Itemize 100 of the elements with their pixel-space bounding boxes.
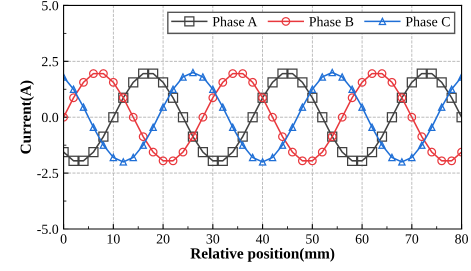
y-tick-label: -2.5 <box>37 168 58 178</box>
point <box>108 78 118 87</box>
point <box>208 93 218 102</box>
x-tick-label: 10 <box>108 234 120 244</box>
point <box>406 77 417 88</box>
point <box>278 141 286 149</box>
point <box>100 141 108 149</box>
point <box>218 156 228 166</box>
point <box>387 78 396 87</box>
point <box>307 92 318 103</box>
point <box>366 146 378 158</box>
point <box>248 154 256 162</box>
y-tick-label: 0.0 <box>42 112 58 122</box>
point <box>447 156 456 166</box>
point <box>448 86 456 94</box>
legend-label: Phase A <box>212 16 258 26</box>
point <box>368 69 376 78</box>
point <box>128 112 138 122</box>
y-tick-label: 5.0 <box>42 1 58 10</box>
point <box>247 112 258 122</box>
point <box>328 68 336 76</box>
point <box>268 154 276 162</box>
point <box>169 86 177 94</box>
point <box>98 69 108 78</box>
point <box>417 132 426 142</box>
point <box>288 124 296 132</box>
point <box>338 112 347 122</box>
point <box>318 148 327 157</box>
legend-label: Phase C <box>406 16 450 26</box>
point <box>108 112 118 122</box>
point <box>158 156 168 166</box>
point <box>438 103 446 111</box>
x-tick-label: 30 <box>206 234 220 244</box>
legend-label: Phase B <box>309 16 354 26</box>
point <box>416 68 427 79</box>
point <box>348 86 356 94</box>
point <box>446 92 457 103</box>
point <box>179 73 187 81</box>
point <box>386 112 398 122</box>
point <box>407 112 416 122</box>
point <box>159 103 167 111</box>
point <box>318 73 326 81</box>
point <box>297 77 308 88</box>
point <box>138 132 148 142</box>
point <box>158 77 168 88</box>
point <box>138 68 148 79</box>
point <box>346 156 358 166</box>
x-tick-label: 70 <box>406 234 418 244</box>
point <box>308 156 317 166</box>
point <box>69 93 78 102</box>
point <box>428 124 436 132</box>
point <box>228 69 238 78</box>
point <box>358 78 367 87</box>
point <box>287 68 298 79</box>
point <box>218 78 228 87</box>
point <box>298 156 307 166</box>
point <box>228 146 238 158</box>
point <box>139 141 147 149</box>
point <box>376 132 388 142</box>
point <box>398 158 406 166</box>
x-tick-label: 60 <box>356 234 368 244</box>
x-tick-label: 50 <box>306 234 319 244</box>
point <box>238 69 248 78</box>
point <box>337 146 348 158</box>
point <box>358 103 366 111</box>
point <box>277 68 288 79</box>
point <box>267 77 278 88</box>
point <box>418 141 426 149</box>
point <box>317 112 328 122</box>
point <box>308 86 316 94</box>
point <box>88 69 98 78</box>
x-tick-label: 40 <box>256 234 269 244</box>
point <box>90 124 98 132</box>
x-axis-title: Relative position(mm) <box>190 248 334 262</box>
point <box>148 68 158 79</box>
point <box>408 154 416 162</box>
point <box>209 86 217 94</box>
point <box>199 73 207 81</box>
point <box>258 158 266 166</box>
point <box>436 77 447 88</box>
point <box>278 132 287 142</box>
point <box>368 124 376 132</box>
point <box>80 103 88 111</box>
point <box>120 158 128 166</box>
point <box>298 103 306 111</box>
point <box>437 156 446 166</box>
point <box>426 68 437 79</box>
x-tick-label: 0 <box>60 234 67 244</box>
point <box>129 154 137 162</box>
point <box>338 73 346 81</box>
point <box>427 148 436 157</box>
point <box>228 124 236 132</box>
point <box>268 112 277 122</box>
point <box>98 132 109 142</box>
point <box>149 124 157 132</box>
point <box>178 112 188 122</box>
point <box>168 92 178 103</box>
point <box>148 148 158 157</box>
point <box>198 146 208 158</box>
point <box>88 146 99 158</box>
